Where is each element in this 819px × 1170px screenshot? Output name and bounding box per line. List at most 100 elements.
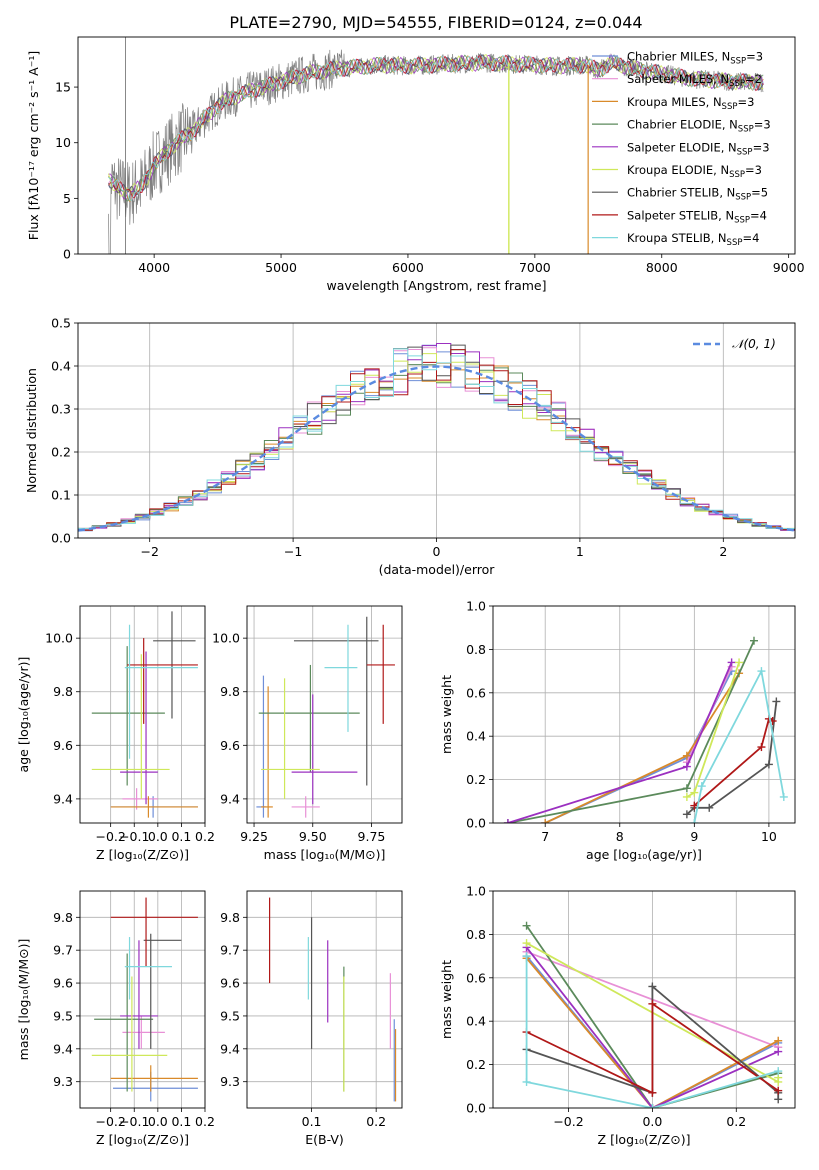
legend-label: Chabrier ELODIE, N (627, 118, 738, 132)
x-tick-label: 0.2 (195, 829, 215, 844)
plot-area (522, 921, 783, 1108)
x-axis-label: Z [log₁₀(Z/Z⊙)] (598, 1132, 691, 1147)
x-tick-label: −0.1 (119, 1114, 149, 1129)
legend-sub: SSP (729, 170, 745, 180)
model-spectrum (108, 54, 764, 196)
y-tick-label: 10.0 (212, 631, 240, 646)
x-tick-label: −0.2 (95, 829, 125, 844)
x-tick-label: −0.2 (95, 1114, 125, 1129)
y-tick-label: 9.8 (53, 910, 73, 925)
axes-frame (246, 890, 403, 1109)
legend-label: Kroupa MILES, N (627, 95, 722, 109)
y-axis-label: mass [log₁₀(M/M⊙)] (16, 939, 31, 1061)
legend-label: Kroupa STELIB, N (627, 231, 727, 245)
legend-sub: SSP (737, 147, 753, 157)
plot-area (78, 343, 795, 532)
y-tick-label: 9.3 (53, 1074, 73, 1089)
x-tick-label: 0.1 (171, 829, 191, 844)
x-axis-label: mass [log₁₀(M/M⊙)] (264, 847, 386, 862)
x-tick-label: 8 (616, 829, 624, 844)
weight-series (525, 957, 779, 1108)
legend-entry: Salpeter MILES, NSSP=2 (627, 72, 762, 89)
y-tick-label: 9.4 (53, 791, 73, 806)
legend-entry: Chabrier MILES, NSSP=3 (627, 50, 763, 67)
y-axis-label: Normed distribution (24, 368, 39, 493)
legend-entry: Kroupa ELODIE, NSSP=3 (627, 163, 762, 180)
weight-series (526, 1002, 779, 1095)
y-tick-label: 9.6 (53, 738, 73, 753)
axes-frame (77, 36, 796, 255)
x-tick-label: −0.1 (119, 829, 149, 844)
x-axis-label: E(B-V) (305, 1132, 344, 1147)
x-tick-label: 10 (761, 829, 777, 844)
y-tick-label: 0.0 (51, 531, 71, 546)
y-tick-label: 10.0 (45, 631, 73, 646)
plot-area (256, 616, 395, 818)
legend-suffix: =5 (751, 186, 768, 200)
y-tick-label: 0.2 (466, 1057, 486, 1072)
y-tick-label: 9.7 (220, 943, 240, 958)
y-tick-label: 0.4 (466, 729, 486, 744)
plot-area (503, 636, 788, 823)
weight-series (525, 925, 779, 1108)
plot-area (108, 37, 764, 254)
x-tick-label: −0.2 (553, 1114, 583, 1129)
y-tick-label: 0.6 (466, 970, 486, 985)
legend-entry: Chabrier STELIB, NSSP=5 (627, 186, 768, 203)
legend-entry: Salpeter STELIB, NSSP=4 (627, 208, 767, 225)
model-spectrum (108, 54, 764, 202)
y-axis-label: mass weight (439, 960, 454, 1039)
y-tick-label: 1.0 (466, 884, 486, 899)
y-tick-label: 9.6 (220, 976, 240, 991)
age-vs-mass-panel: 9.25 9.50 9.75 9.4 9.6 9.8 10.0 mass [log₁₀(M/M… (212, 605, 403, 862)
x-axis-label: age [log₁₀(age/yr)] (586, 847, 702, 862)
x-tick-label: 7 (541, 829, 549, 844)
spectrum-panel: 4000 5000 6000 7000 8000 9000 0 5 10 15 wavelength… (26, 36, 805, 293)
x-axis-label: (data-model)/error (379, 562, 496, 577)
x-tick-label: 6000 (392, 260, 424, 275)
residuals-panel: −2 −1 0 1 2 0.0 0.1 0.2 0.3 0.4 0.5 (data-model)/er… (24, 316, 796, 577)
x-tick-label: 0.1 (302, 1114, 322, 1129)
axes-frame (79, 605, 206, 824)
x-tick-label: −2 (140, 544, 158, 559)
axes-frame (492, 605, 796, 824)
y-tick-label: 0.4 (51, 359, 71, 374)
legend-label: Chabrier STELIB, N (627, 186, 735, 200)
y-tick-label: 0.3 (51, 402, 71, 417)
x-tick-label: 5000 (265, 260, 297, 275)
x-axis-label: Z [log₁₀(Z/Z⊙)] (96, 1132, 189, 1147)
x-tick-label: 0.0 (642, 1114, 662, 1129)
x-tick-label: 7000 (519, 260, 551, 275)
x-tick-label: 9 (690, 829, 698, 844)
x-tick-label: 0.0 (148, 829, 168, 844)
legend-sub: SSP (729, 79, 745, 89)
legend-entry: Kroupa MILES, NSSP=3 (627, 95, 754, 112)
y-tick-label: 9.5 (220, 1008, 240, 1023)
legend-entry: Salpeter ELODIE, NSSP=3 (627, 140, 770, 157)
y-tick-label: 0.6 (466, 685, 486, 700)
legend-label: Salpeter STELIB, N (627, 208, 734, 222)
y-tick-label: 10 (55, 135, 71, 150)
x-tick-label: 9.50 (299, 829, 327, 844)
mass-vs-z-panel: −0.2−0.10.0 0.1 0.2 9.3 9.4 9.5 9.6 9.7 9.8 Z [lo… (16, 890, 215, 1147)
x-tick-label: 0.2 (726, 1114, 746, 1129)
y-tick-label: 9.3 (220, 1074, 240, 1089)
axes-frame (79, 890, 206, 1109)
plot-area (91, 611, 198, 818)
legend-suffix: =3 (737, 95, 754, 109)
y-tick-label: 9.4 (220, 791, 240, 806)
model-spectrum (108, 54, 764, 197)
y-tick-label: 9.6 (53, 976, 73, 991)
plot-area (91, 897, 198, 1102)
y-axis-label: age [log₁₀(age/yr)] (16, 657, 31, 773)
legend-entry: Chabrier ELODIE, NSSP=3 (627, 118, 771, 135)
weight-vs-z-panel: −0.2 0.0 0.2 0.0 0.2 0.4 0.6 0.8 1.0 Z [log₁₀(Z/Z… (439, 884, 796, 1147)
y-tick-label: 0.2 (466, 772, 486, 787)
legend-suffix: =4 (750, 208, 767, 222)
legend-label: Salpeter ELODIE, N (627, 140, 737, 154)
y-tick-label: 0 (63, 247, 71, 262)
x-tick-label: 8000 (646, 260, 678, 275)
legend-label: Salpeter MILES, N (627, 72, 729, 86)
y-tick-label: 0.2 (51, 445, 71, 460)
weight-series (544, 670, 733, 823)
